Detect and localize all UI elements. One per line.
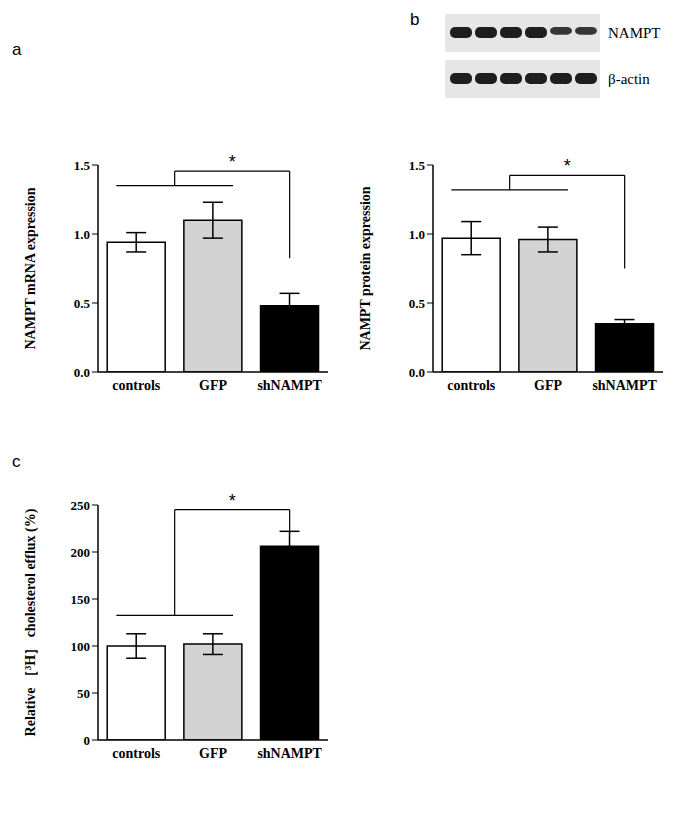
svg-text:0.0: 0.0 xyxy=(409,365,425,380)
svg-text:NAMPT mRNA expression: NAMPT mRNA expression xyxy=(23,187,38,349)
html-text:c: c xyxy=(12,452,21,471)
svg-text:1.0: 1.0 xyxy=(74,227,90,242)
svg-text:controls: controls xyxy=(112,746,161,761)
svg-text:Relative ［³H］ cholesterol effl: Relative ［³H］ cholesterol efflux (%) xyxy=(23,508,39,736)
svg-text:NAMPT protein expression: NAMPT protein expression xyxy=(358,186,373,350)
svg-text:200: 200 xyxy=(71,545,91,560)
svg-text:1.5: 1.5 xyxy=(409,158,426,173)
svg-text:GFP: GFP xyxy=(199,378,227,393)
svg-text:NAMPT: NAMPT xyxy=(608,25,661,41)
svg-text:0: 0 xyxy=(84,733,91,748)
svg-text:100: 100 xyxy=(71,639,91,654)
svg-text:0.5: 0.5 xyxy=(74,296,91,311)
svg-text:50: 50 xyxy=(77,686,90,701)
svg-text:150: 150 xyxy=(71,592,91,607)
svg-text:1.5: 1.5 xyxy=(74,158,91,173)
svg-text:β-actin: β-actin xyxy=(608,71,650,87)
svg-text:*: * xyxy=(229,152,236,172)
svg-text:250: 250 xyxy=(71,498,91,513)
svg-text:*: * xyxy=(564,156,571,176)
svg-text:GFP: GFP xyxy=(199,746,227,761)
svg-text:controls: controls xyxy=(447,378,496,393)
svg-text:shNAMPT: shNAMPT xyxy=(257,378,322,393)
svg-text:controls: controls xyxy=(112,378,161,393)
svg-text:shNAMPT: shNAMPT xyxy=(257,746,322,761)
svg-text:0.0: 0.0 xyxy=(74,365,90,380)
html-text:a: a xyxy=(12,40,22,59)
html-text:b: b xyxy=(410,10,420,29)
svg-text:GFP: GFP xyxy=(534,378,562,393)
svg-text:1.0: 1.0 xyxy=(409,227,425,242)
svg-text:0.5: 0.5 xyxy=(409,296,426,311)
svg-text:shNAMPT: shNAMPT xyxy=(592,378,657,393)
svg-text:*: * xyxy=(229,491,236,511)
